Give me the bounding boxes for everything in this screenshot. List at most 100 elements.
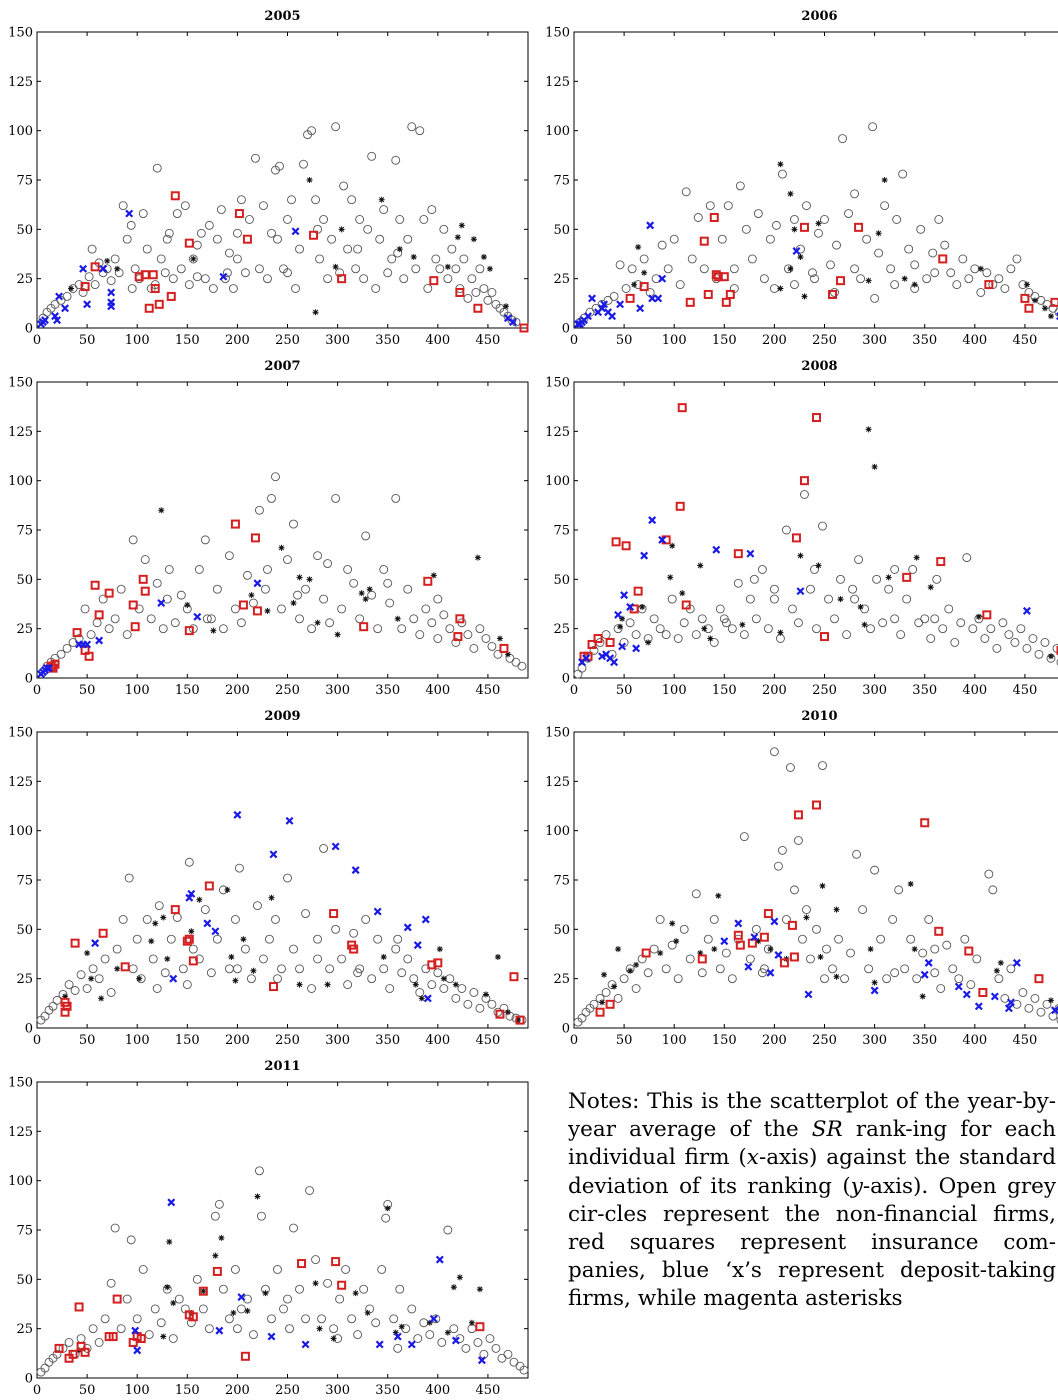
nonfinancial-firm-point <box>451 264 461 274</box>
insurance-company-point <box>80 1347 90 1357</box>
asterisk-firm-point <box>166 1238 173 1245</box>
nonfinancial-firm-point <box>327 234 337 244</box>
notes-y-symbol: y <box>850 1173 863 1199</box>
deposit-taking-firm-point <box>107 302 116 311</box>
deposit-taking-firm-point <box>774 951 783 959</box>
nonfinancial-firm-point <box>64 1338 74 1347</box>
nonfinancial-firm-point <box>341 1265 351 1274</box>
nonfinancial-firm-point <box>463 293 473 303</box>
deposit-taking-firm-point <box>746 549 755 558</box>
nonfinancial-firm-point <box>230 604 240 614</box>
nonfinancial-firm-point <box>379 205 389 215</box>
asterisk-firm-point <box>707 635 714 642</box>
deposit-taking-firm-point <box>804 990 813 999</box>
nonfinancial-firm-point <box>485 1334 495 1343</box>
nonfinancial-firm-point <box>769 284 779 293</box>
nonfinancial-firm-point <box>962 553 972 563</box>
deposit-taking-firm-point <box>608 312 617 321</box>
nonfinancial-firm-point <box>577 663 587 673</box>
asterisk-firm-point <box>801 293 808 300</box>
nonfinancial-firm-point <box>427 205 437 215</box>
deposit-taking-firm-point <box>658 535 667 544</box>
insurance-company-point <box>120 962 130 972</box>
deposit-taking-firm-point <box>648 516 657 525</box>
y-tick-label: 50 <box>16 1273 33 1288</box>
asterisk-firm-point <box>1023 281 1030 288</box>
nonfinancial-firm-point <box>353 968 363 978</box>
asterisk-firm-point <box>164 1284 171 1291</box>
nonfinancial-firm-point <box>814 228 823 238</box>
nonfinancial-firm-point <box>142 244 152 254</box>
deposit-taking-firm-point <box>508 318 517 327</box>
insurance-company-point <box>836 276 846 286</box>
nonfinancial-firm-point <box>271 915 280 924</box>
nonfinancial-firm-point <box>200 905 210 915</box>
y-tick-label: 75 <box>553 174 570 189</box>
insurance-company-point <box>982 610 992 620</box>
nonfinancial-firm-point <box>232 1324 242 1334</box>
nonfinancial-firm-point <box>88 1324 98 1334</box>
insurance-company-point <box>359 622 369 632</box>
nonfinancial-firm-point <box>922 274 932 284</box>
nonfinancial-firm-point <box>257 1211 266 1221</box>
nonfinancial-firm-point <box>952 280 962 290</box>
nonfinancial-firm-point <box>649 614 659 624</box>
nonfinancial-firm-point <box>283 1294 292 1304</box>
insurance-company-point <box>605 999 615 1009</box>
deposit-taking-firm-point <box>351 866 360 875</box>
nonfinancial-firm-point <box>339 181 349 191</box>
nonfinancial-firm-point <box>295 244 304 254</box>
nonfinancial-firm-point <box>964 274 974 284</box>
y-tick-label: 0 <box>25 1022 33 1037</box>
nonfinancial-firm-point <box>1040 638 1050 647</box>
asterisk-firm-point <box>88 975 95 982</box>
nonfinancial-firm-point <box>311 1255 321 1265</box>
deposit-taking-firm-point <box>45 664 54 673</box>
nonfinancial-firm-point <box>206 614 216 624</box>
x-tick-label: 50 <box>616 683 633 698</box>
nonfinancial-firm-point <box>956 618 966 628</box>
asterisk-firm-point <box>394 615 401 622</box>
nonfinancial-firm-point <box>335 1294 345 1304</box>
nonfinancial-firm-point <box>393 934 403 944</box>
asterisk-firm-point <box>803 914 810 921</box>
nonfinancial-firm-point <box>890 614 900 624</box>
insurance-company-point <box>455 614 465 624</box>
deposit-taking-firm-point <box>413 941 422 950</box>
nonfinancial-firm-point <box>391 493 401 503</box>
nonfinancial-firm-point <box>144 1330 154 1340</box>
deposit-taking-firm-point <box>477 1356 486 1365</box>
insurance-company-point <box>349 944 359 954</box>
asterisk-firm-point <box>837 596 844 603</box>
asterisk-firm-point <box>997 959 1004 966</box>
nonfinancial-firm-point <box>62 291 72 301</box>
nonfinancial-firm-point <box>445 624 455 634</box>
x-tick-label: 250 <box>812 333 837 348</box>
nonfinancial-firm-point <box>503 1349 513 1359</box>
nonfinancial-firm-point <box>906 934 916 944</box>
insurance-company-point <box>509 972 519 982</box>
nonfinancial-firm-point <box>741 224 751 234</box>
nonfinancial-firm-point <box>267 1314 276 1324</box>
insurance-company-point <box>148 270 158 280</box>
nonfinancial-firm-point <box>739 832 749 842</box>
insurance-company-point <box>433 958 443 968</box>
nonfinancial-firm-point <box>439 984 449 993</box>
nonfinancial-firm-point <box>214 1199 224 1209</box>
nonfinancial-firm-point <box>621 284 631 293</box>
asterisk-firm-point <box>160 1333 167 1340</box>
x-tick-label: 150 <box>175 333 200 348</box>
nonfinancial-firm-point <box>212 234 222 244</box>
nonfinancial-firm-point <box>425 1330 435 1340</box>
nonfinancial-firm-point <box>343 244 353 254</box>
insurance-company-point <box>297 1259 307 1269</box>
nonfinancial-firm-point <box>890 968 900 978</box>
y-tick-label: 25 <box>16 972 33 987</box>
nonfinancial-firm-point <box>351 264 361 274</box>
nonfinancial-firm-point <box>224 551 234 561</box>
nonfinancial-firm-point <box>892 215 902 224</box>
nonfinancial-firm-point <box>263 274 272 284</box>
nonfinancial-firm-point <box>232 254 242 264</box>
insurance-company-point <box>74 1302 84 1312</box>
nonfinancial-firm-point <box>275 161 284 171</box>
